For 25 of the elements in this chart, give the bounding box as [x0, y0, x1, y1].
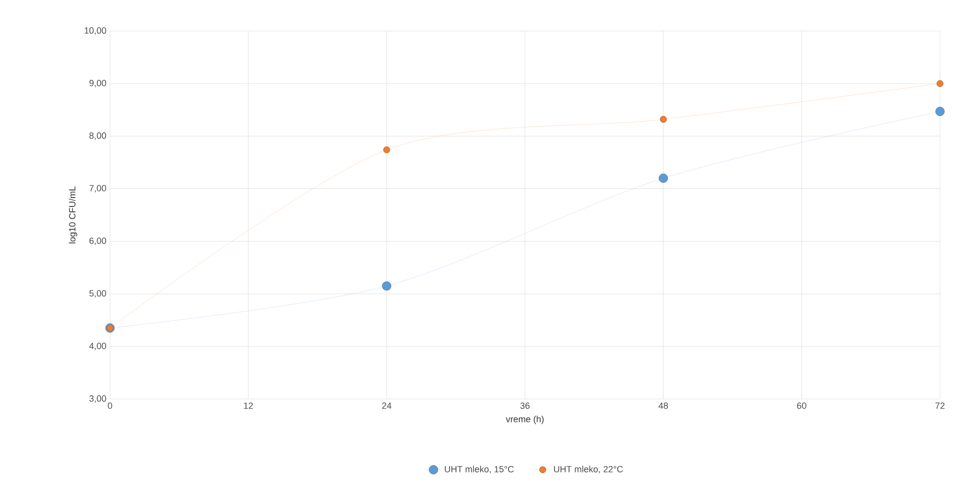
point [382, 281, 392, 291]
x-tick-label: 48 [658, 402, 668, 409]
y-tick-label: 9,00 [89, 80, 106, 88]
point [660, 116, 667, 123]
y-tick-label: 10,00 [84, 27, 106, 35]
point [383, 146, 390, 154]
x-tick-label: 36 [520, 402, 530, 409]
x-tick-label: 12 [244, 402, 253, 409]
y-tick-label: 7,00 [89, 185, 106, 192]
x-tick-label: 60 [797, 402, 806, 409]
y-tick-label: 3,00 [89, 395, 106, 403]
y-axis-title: log10 CFU/mL [68, 186, 78, 244]
x-tick-label: 72 [935, 402, 945, 409]
x-axis-title: vreme (h) [506, 416, 544, 424]
y-tick-label: 6,00 [89, 238, 106, 245]
point [935, 106, 945, 116]
x-tick-label: 0 [108, 402, 112, 409]
x-tick-label: 24 [382, 402, 392, 409]
point [936, 80, 944, 87]
y-tick-label: 4,00 [89, 342, 106, 350]
legend-label: UHT mleko, 15°C [444, 466, 514, 474]
y-tick-label: 8,00 [89, 132, 106, 140]
legend-label: UHT mleko, 22°C [554, 466, 623, 474]
point [658, 174, 668, 183]
y-tick-label: 5,00 [89, 290, 106, 298]
